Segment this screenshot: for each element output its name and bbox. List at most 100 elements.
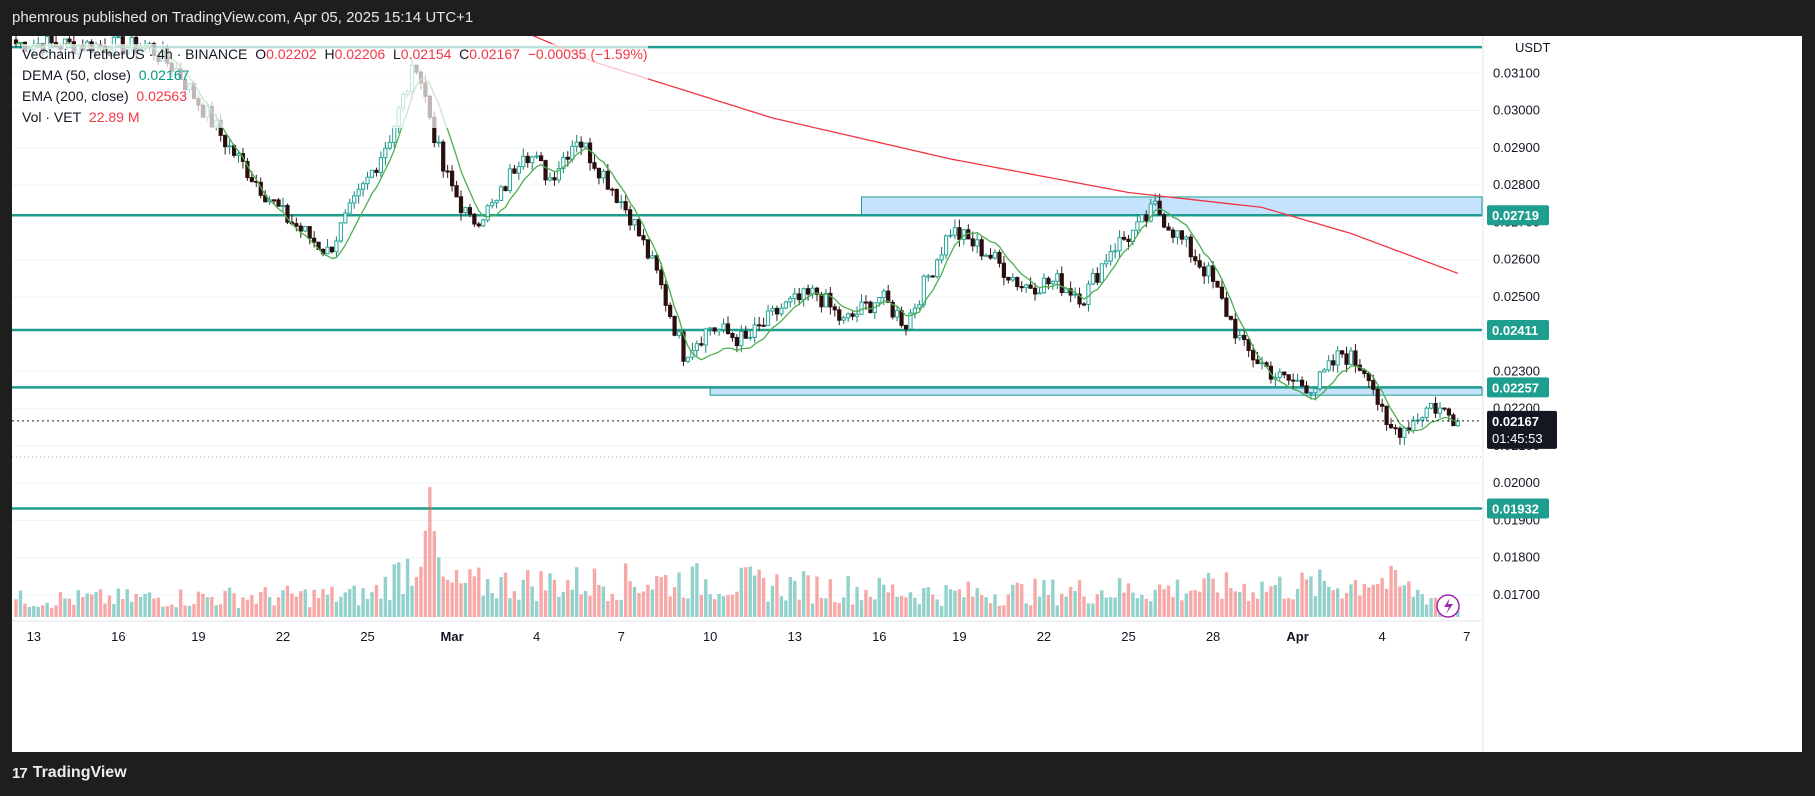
volume-bar — [419, 566, 423, 617]
volume-bar — [1233, 591, 1237, 617]
candle — [1415, 413, 1420, 425]
candle — [445, 164, 450, 179]
volume-bar — [686, 598, 690, 617]
candle — [596, 167, 602, 185]
volume-bar — [1082, 596, 1086, 617]
volume-bar — [597, 584, 601, 617]
candle — [1148, 198, 1153, 223]
volume-bar — [499, 577, 503, 617]
candle-body — [1255, 359, 1260, 365]
candle-body — [539, 155, 544, 162]
candle — [890, 299, 895, 320]
candle-body — [895, 310, 900, 318]
x-tick-label: 4 — [1379, 629, 1386, 644]
candle-body — [1001, 262, 1006, 278]
legend-low-label: L — [392, 46, 401, 62]
volume-bar — [36, 606, 40, 617]
candle — [1437, 402, 1443, 419]
candle-body — [1064, 288, 1069, 294]
volume-bar — [490, 592, 494, 617]
legend-symbol[interactable]: VeChain / TetherUS · 4h · BINANCE — [22, 46, 248, 62]
candle-body — [926, 275, 931, 278]
volume-bar — [962, 597, 966, 617]
volume-bar — [1020, 584, 1024, 617]
volume-bar — [1024, 603, 1028, 617]
candle — [1299, 376, 1305, 388]
volume-bar — [623, 563, 628, 617]
volume-bar — [267, 596, 272, 617]
candle — [779, 303, 784, 317]
candle-body — [276, 199, 281, 207]
volume-bar — [588, 595, 592, 617]
candle — [365, 171, 370, 190]
volume-bar — [463, 582, 468, 617]
y-tick-label: 0.01800 — [1493, 550, 1540, 565]
candle-body — [534, 155, 539, 158]
candle-body — [957, 227, 962, 240]
volume-bar — [107, 595, 112, 617]
candle — [868, 300, 873, 314]
x-tick-label: 13 — [27, 629, 41, 644]
volume-bar — [67, 598, 72, 617]
candle-body — [1393, 427, 1398, 430]
volume-bar — [770, 585, 775, 617]
candle-body — [1006, 276, 1011, 281]
candle — [765, 304, 771, 327]
volume-bar — [557, 596, 561, 617]
legend-dema-row[interactable]: DEMA (50, close) 0.02167 — [22, 65, 648, 86]
legend-vol-row[interactable]: Vol · VET 22.89 M — [22, 107, 648, 128]
candle-body — [676, 331, 682, 336]
candle — [1095, 267, 1100, 286]
volume-bar — [877, 577, 881, 617]
volume-bar — [984, 597, 988, 617]
candle — [614, 188, 619, 204]
candle — [610, 187, 615, 197]
candle-body — [352, 195, 357, 204]
candle-body — [329, 246, 335, 253]
y-tick-label: 0.03100 — [1493, 65, 1540, 80]
tradingview-brand: TradingView — [32, 764, 127, 781]
candle — [1282, 371, 1287, 379]
legend-vol-label: Vol · VET — [22, 109, 82, 125]
volume-bar — [303, 589, 307, 617]
volume-bar — [1162, 589, 1166, 617]
volume-bar — [735, 591, 739, 617]
volume-bar — [1077, 580, 1082, 617]
candle — [530, 155, 535, 171]
volume-bar — [472, 576, 477, 617]
candle-body — [619, 201, 624, 204]
candle-body — [886, 290, 891, 303]
volume-bar — [76, 590, 80, 617]
candle — [672, 315, 677, 337]
legend-ema-row[interactable]: EMA (200, close) 0.02563 — [22, 86, 648, 107]
lightning-icon[interactable] — [1436, 594, 1460, 618]
volume-bar — [494, 598, 499, 617]
candle — [334, 236, 339, 257]
candle-body — [294, 223, 299, 227]
volume-bar — [503, 572, 508, 617]
price-chart[interactable]: USDT0.031000.030000.029000.028000.027000… — [12, 36, 1802, 752]
candle-body — [1144, 214, 1149, 222]
candle — [1228, 315, 1233, 321]
volume-bar — [1393, 569, 1398, 617]
candle-body — [49, 36, 54, 44]
legend-open: 0.02202 — [266, 46, 317, 62]
candle-body — [521, 155, 526, 168]
candle-body — [1179, 230, 1185, 240]
volume-bar — [1278, 576, 1282, 617]
volume-bar — [14, 599, 18, 617]
candle-body — [374, 169, 379, 173]
chart-frame[interactable]: USDT0.031000.030000.029000.028000.027000… — [12, 36, 1802, 752]
volume-bar — [272, 605, 276, 617]
candle — [1335, 346, 1340, 373]
candle-body — [1429, 402, 1434, 409]
volume-bar — [1238, 592, 1242, 617]
candle-body — [699, 343, 704, 346]
volume-bar — [1180, 600, 1184, 617]
candle — [347, 198, 352, 214]
volume-bar — [103, 603, 107, 617]
x-tick-label: 7 — [1463, 629, 1470, 644]
volume-bar — [971, 596, 975, 617]
volume-bar — [1051, 579, 1055, 617]
tradingview-logo[interactable]: 17 TradingView — [12, 764, 127, 782]
